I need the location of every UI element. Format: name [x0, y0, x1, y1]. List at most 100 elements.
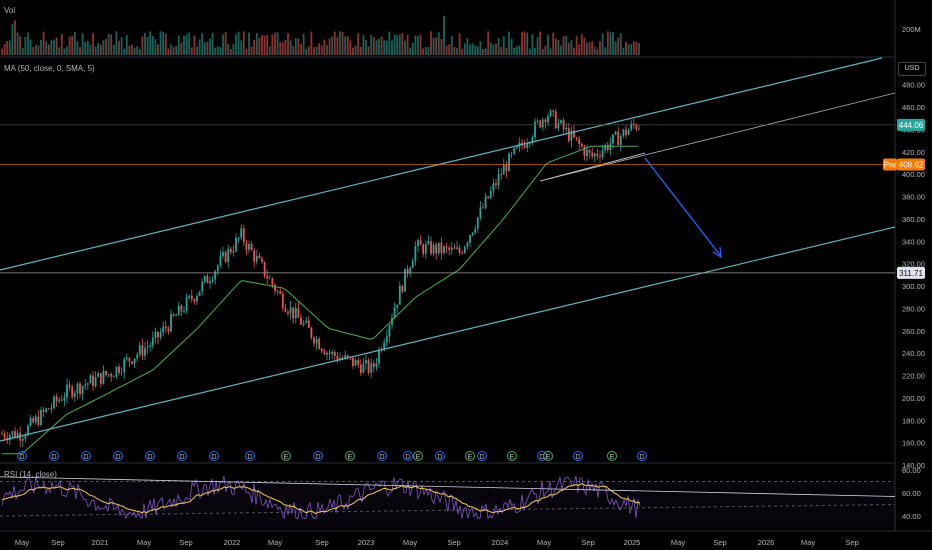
volume-bar: [617, 37, 620, 55]
currency-button[interactable]: USD: [898, 62, 926, 76]
volume-bar: [110, 34, 113, 55]
candle-body: [222, 251, 224, 257]
candle-body: [263, 261, 266, 277]
candle-body: [162, 326, 165, 333]
candle-body: [123, 359, 126, 373]
candle-body: [453, 247, 456, 249]
volume-bar: [1, 48, 3, 55]
volume-bar: [232, 44, 235, 55]
candle-body: [29, 418, 32, 426]
volume-bar: [544, 45, 547, 55]
volume-bar: [453, 47, 456, 55]
candle-body: [235, 237, 237, 251]
candle-body: [500, 173, 503, 175]
dividend-event-icon: [377, 451, 387, 461]
volume-bar: [37, 45, 40, 55]
candle-body: [177, 305, 180, 316]
time-tick-label: May: [268, 538, 282, 547]
candle-body: [266, 276, 269, 279]
premarket-price-tag: 408.62: [899, 160, 924, 169]
time-tick-label: Sep: [179, 538, 192, 547]
volume-bar: [305, 48, 308, 55]
volume-bar: [456, 47, 458, 55]
time-tick-label: Sep: [845, 538, 858, 547]
volume-bar: [266, 35, 269, 55]
candle-body: [398, 285, 401, 305]
candle-body: [609, 143, 612, 151]
candle-body: [53, 396, 55, 408]
volume-bar: [268, 46, 271, 55]
volume-bar: [565, 35, 568, 55]
candle-body: [136, 354, 139, 359]
candle-body: [14, 431, 16, 438]
time-tick-label: Sep: [447, 538, 460, 547]
candle-body: [588, 149, 591, 153]
volume-bar: [63, 48, 66, 55]
dividend-event-icon: [209, 451, 219, 461]
candle-body: [201, 281, 204, 292]
volume-bar: [310, 31, 313, 55]
volume-bar: [21, 47, 24, 55]
candle-body: [305, 320, 308, 323]
volume-bar: [229, 48, 232, 55]
volume-bar: [393, 34, 396, 55]
candle-body: [92, 375, 94, 387]
candle-body: [190, 295, 193, 300]
candle-body: [502, 164, 505, 175]
candle-body: [622, 129, 625, 136]
volume-bar: [612, 32, 614, 55]
volume-bar: [45, 41, 48, 55]
rsi-band: [0, 481, 895, 528]
volume-bar: [245, 48, 248, 55]
target-price-tag-bg: [897, 266, 925, 279]
volume-bar: [133, 47, 136, 55]
volume-bar: [214, 47, 217, 55]
candle-body: [619, 135, 622, 145]
candle-body: [120, 372, 123, 374]
candle-body: [27, 425, 29, 436]
candle-body: [575, 137, 578, 139]
volume-bar: [287, 32, 289, 55]
volume-bar: [138, 48, 141, 55]
premarket-price-bg: [897, 158, 925, 171]
time-tick-label: May: [671, 538, 685, 547]
candle-body: [357, 359, 360, 365]
event-marker-label: D: [379, 452, 385, 461]
time-tick-label: 2023: [358, 538, 375, 547]
candle-body: [253, 250, 256, 262]
volume-bar: [367, 46, 370, 55]
candle-body: [409, 267, 412, 274]
candle-body: [167, 328, 170, 332]
volume-bar: [404, 40, 406, 55]
volume-bar: [596, 48, 599, 55]
candle-body: [141, 345, 144, 356]
candle-body: [625, 129, 627, 135]
dividend-event-icon: [177, 451, 187, 461]
candle-body: [508, 153, 510, 172]
volume-bar: [482, 48, 484, 55]
candle-body: [591, 152, 594, 157]
candle-body: [63, 397, 66, 401]
dividend-event-icon: [537, 451, 547, 461]
rsi-ma-line: [1, 483, 641, 515]
candle-body: [469, 235, 471, 243]
volume-bar: [518, 45, 521, 55]
volume-bar: [40, 39, 42, 55]
candle-body: [170, 313, 172, 332]
candle-body: [489, 190, 492, 199]
price-tick-label: 200.00: [902, 394, 925, 403]
volume-bar: [27, 32, 29, 55]
earnings-event-icon: [543, 451, 553, 461]
candle-body: [206, 275, 209, 284]
candle-body: [552, 110, 555, 112]
volume-bar: [508, 31, 510, 55]
candle-body: [310, 327, 313, 338]
candle-body: [149, 345, 152, 347]
candle-body: [638, 128, 640, 130]
volume-bar: [328, 38, 331, 55]
candle-body: [84, 384, 87, 387]
volume-bar: [505, 47, 508, 55]
candle-body: [42, 409, 45, 412]
volume-bar: [359, 47, 362, 55]
